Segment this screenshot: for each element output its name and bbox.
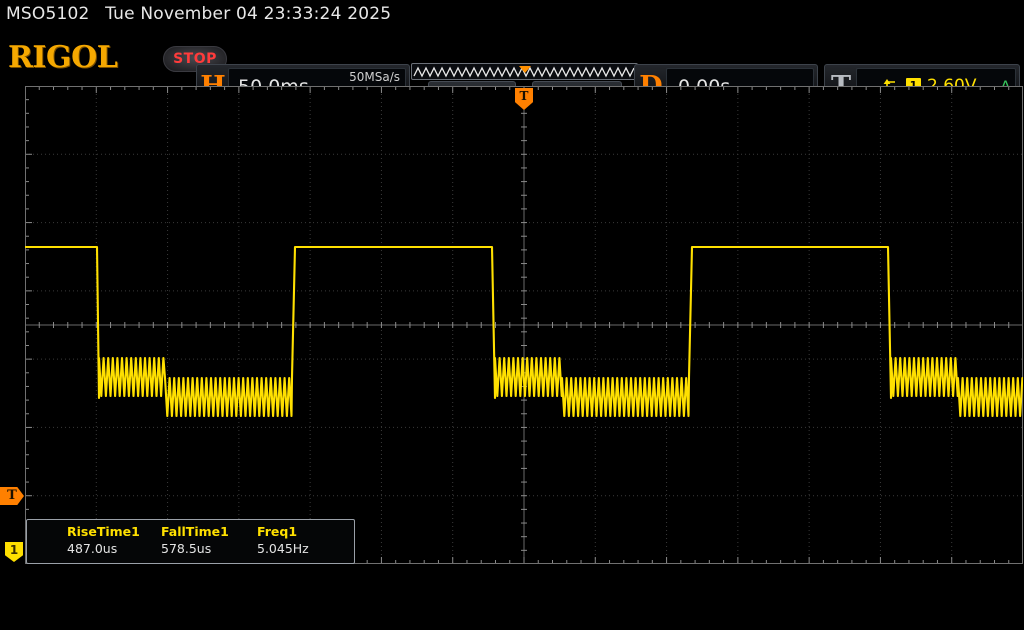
measurement-label: FallTime1 xyxy=(161,524,229,539)
measurement-label: RiseTime1 xyxy=(67,524,140,539)
channel1-ground-marker[interactable]: 1 xyxy=(5,542,23,562)
waveform-canvas xyxy=(25,86,1023,564)
toolbar: RIGOL STOP H 50.0ms 50MSa/s 25Mpts Measu… xyxy=(0,28,1024,108)
measurement-item[interactable]: FallTime1 578.5us xyxy=(161,524,261,558)
system-datetime: Tue November 04 23:33:24 2025 xyxy=(105,4,392,24)
measurement-value: 5.045Hz xyxy=(257,541,309,556)
memory-position-zigzag xyxy=(413,66,635,78)
measurement-item[interactable]: Freq1 5.045Hz xyxy=(257,524,357,558)
waveform-grid[interactable] xyxy=(25,86,1023,564)
measurement-box[interactable]: RiseTime1 487.0us FallTime1 578.5us Freq… xyxy=(26,519,355,564)
rigol-logo: RIGOL xyxy=(8,40,118,75)
title-bar: MSO5102 Tue November 04 23:33:24 2025 xyxy=(0,0,1024,28)
measurement-value: 578.5us xyxy=(161,541,212,556)
trigger-level-marker[interactable]: T xyxy=(0,487,24,505)
measurement-item[interactable]: RiseTime1 487.0us xyxy=(67,524,167,558)
bottom-bar: 1 2.00V -8.24V 2 xyxy=(0,570,1024,630)
trigger-position-marker[interactable]: T xyxy=(515,88,533,110)
measurement-value: 487.0us xyxy=(67,541,118,556)
measurement-label: Freq1 xyxy=(257,524,298,539)
memory-position-bar[interactable] xyxy=(411,63,638,80)
instrument-model: MSO5102 xyxy=(6,4,90,24)
sample-rate-value: 50MSa/s xyxy=(349,70,400,84)
run-state-indicator[interactable]: STOP xyxy=(163,46,227,72)
